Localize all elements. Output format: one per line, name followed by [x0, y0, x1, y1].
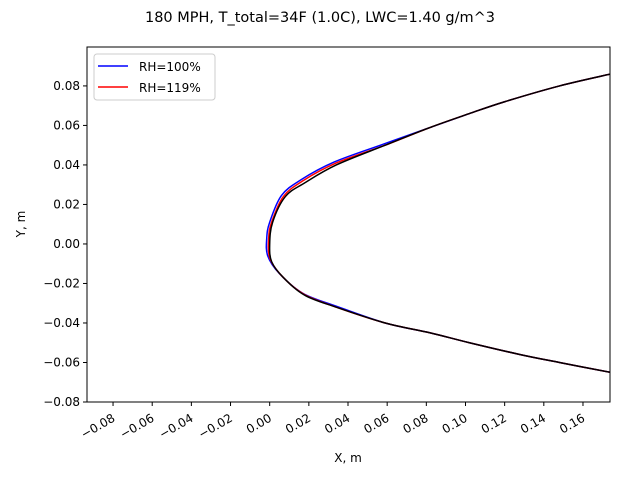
y-tick-label: −0.06 — [43, 355, 80, 369]
y-tick-label: 0.00 — [53, 237, 80, 251]
x-tick-label: −0.04 — [157, 411, 196, 442]
legend-label-rh119: RH=119% — [139, 81, 201, 95]
x-tick-label: −0.02 — [196, 411, 235, 442]
x-tick-label: −0.08 — [78, 411, 117, 442]
y-tick-label: 0.06 — [53, 118, 80, 132]
x-tick-label: 0.08 — [400, 411, 430, 436]
legend: RH=100% RH=119% — [93, 53, 216, 101]
y-axis-label: Y, m — [14, 211, 28, 239]
x-tick-label: 0.00 — [244, 411, 274, 436]
y-tick-label: −0.02 — [43, 276, 80, 290]
series-line-rh100 — [265, 73, 610, 374]
plot-area — [265, 73, 610, 374]
x-tick-label: 0.16 — [557, 411, 587, 436]
y-tick-label: 0.08 — [53, 79, 80, 93]
x-tick-label: 0.12 — [479, 411, 509, 436]
x-tick-label: 0.14 — [518, 411, 548, 436]
y-tick-label: −0.04 — [43, 316, 80, 330]
series-line-rh119 — [267, 73, 610, 374]
series-line-baseline — [268, 73, 610, 374]
x-tick-label: 0.02 — [283, 411, 313, 436]
chart-title: 180 MPH, T_total=34F (1.0C), LWC=1.40 g/… — [145, 10, 495, 26]
x-axis-label: X, m — [334, 451, 362, 465]
x-tick-label: 0.10 — [440, 411, 470, 436]
x-tick-label: −0.06 — [118, 411, 157, 442]
y-tick-label: −0.08 — [43, 395, 80, 409]
x-tick-label: 0.06 — [361, 411, 391, 436]
legend-label-rh100: RH=100% — [139, 60, 201, 74]
x-tick-label: 0.04 — [322, 411, 352, 436]
y-tick-label: 0.04 — [53, 158, 80, 172]
y-tick-label: 0.02 — [53, 197, 80, 211]
